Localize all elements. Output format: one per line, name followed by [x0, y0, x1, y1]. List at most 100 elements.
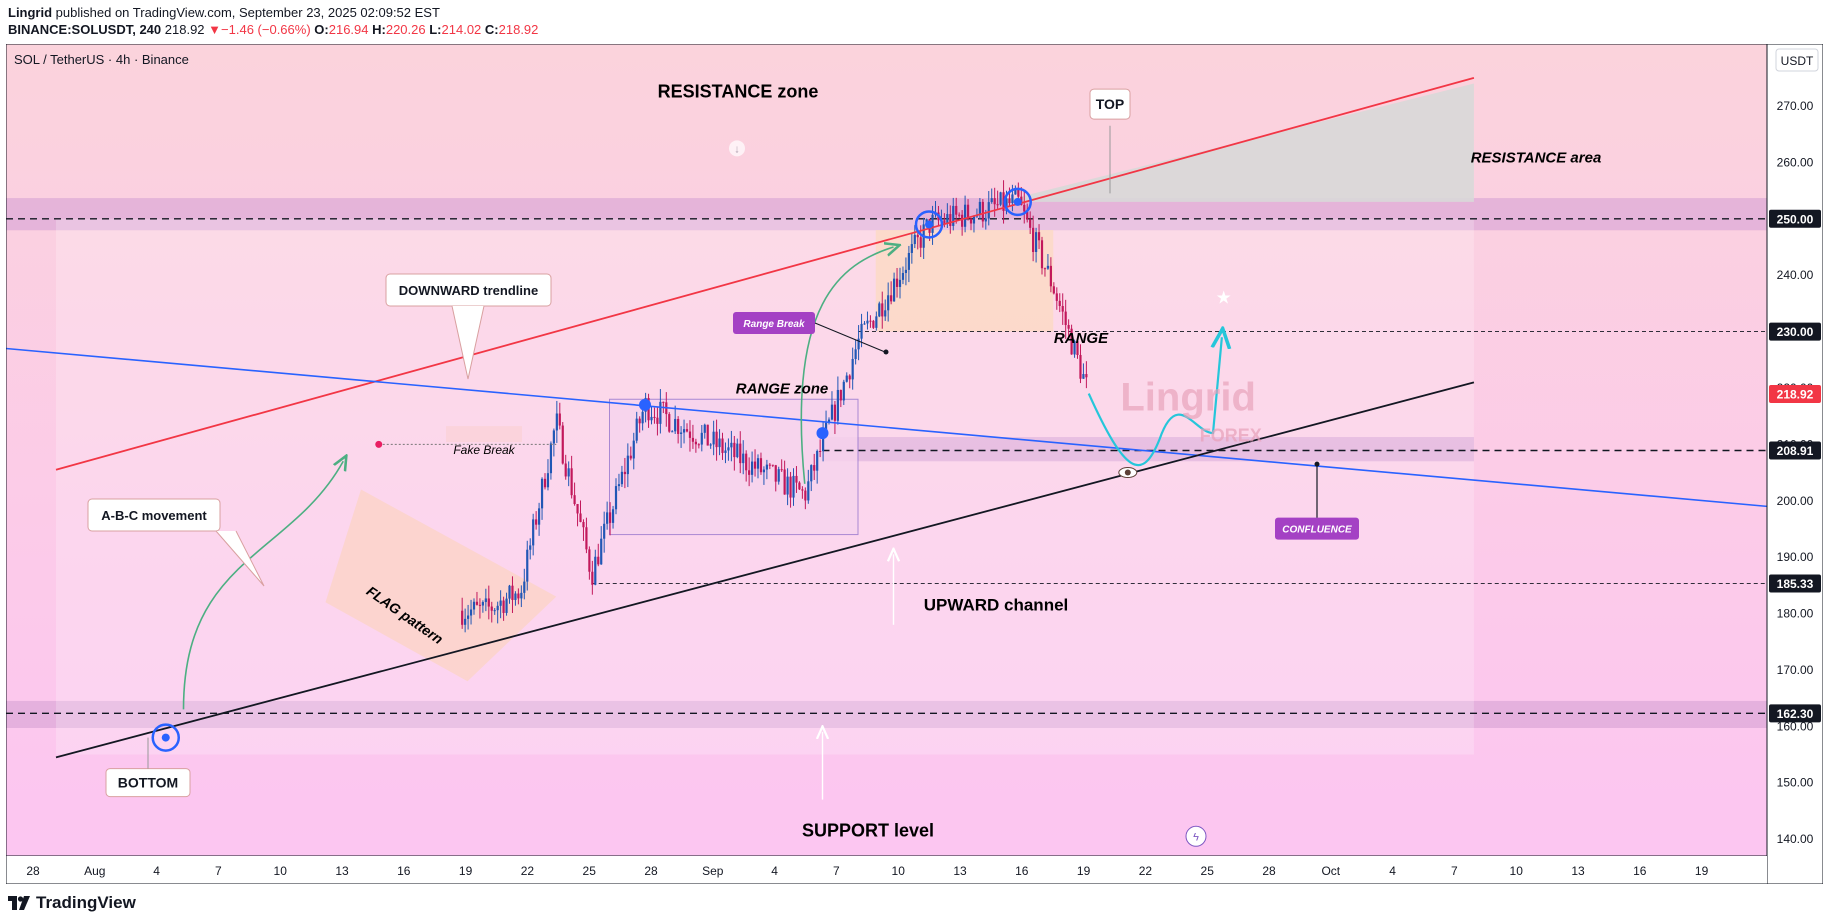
range-break-point [883, 349, 889, 355]
x-tick-label: 10 [274, 864, 288, 878]
fake-break-bg [446, 426, 522, 443]
high-value: 220.26 [385, 22, 426, 37]
range-break-bg [733, 312, 815, 334]
candle-body [857, 338, 860, 350]
candle-body [469, 609, 473, 616]
confluence-tag: CONFLUENCE [1275, 517, 1359, 540]
candle-body [487, 598, 490, 607]
candle-body [981, 201, 984, 222]
candle-body [851, 358, 854, 380]
candle-body [807, 481, 810, 501]
arrow-down-glyph: ↓ [734, 143, 740, 155]
candle-body [795, 475, 798, 483]
candle-body [1073, 341, 1076, 355]
x-tick-label: 4 [1389, 864, 1396, 878]
candle-body [1032, 227, 1035, 253]
candle-body [733, 442, 736, 458]
confluence-point [1314, 461, 1320, 467]
top-callout-box [1089, 88, 1131, 120]
price-badge-label: 162.30 [1777, 707, 1814, 721]
candle-body [543, 478, 547, 488]
candle-body [585, 527, 588, 550]
x-tick-label: 16 [1015, 864, 1029, 878]
candle-body [662, 401, 665, 403]
candle-body [712, 431, 715, 445]
target-star-icon: ★ [1216, 287, 1232, 307]
candle-body [620, 471, 624, 485]
downward-trendline-callout-label: DOWNWARD trendline [399, 283, 538, 298]
candle-body [845, 375, 848, 382]
candle-body [688, 431, 692, 438]
x-tick-label: 28 [1262, 864, 1276, 878]
candle-body [739, 443, 742, 464]
x-tick-label: 13 [335, 864, 349, 878]
candle-body [842, 381, 845, 401]
candle-body [724, 450, 727, 453]
candle-body [535, 519, 538, 525]
candle-body [715, 431, 718, 448]
price-change: −1.46 (−0.66%) [221, 22, 311, 37]
candle-body [632, 440, 635, 459]
candle-body [600, 538, 603, 565]
candle-body [780, 469, 783, 471]
currency-label[interactable]: USDT [1781, 54, 1814, 68]
price-chart[interactable]: ★ Lingrid FOREX RESISTANCE zone TOP RESISTANC… [5, 43, 1824, 885]
bottom-callout-label: BOTTOM [118, 775, 178, 791]
candle-body [836, 389, 839, 421]
open-label: O: [314, 22, 329, 37]
price-badge-bg [1769, 574, 1821, 593]
candle-body [816, 450, 819, 471]
x-tick-label: 28 [26, 864, 40, 878]
downward-trendline-callout: DOWNWARD trendline [385, 273, 552, 380]
candle-body [878, 303, 881, 317]
candle-body [659, 401, 662, 424]
time-axis-panel [6, 856, 1767, 884]
candle-body [1061, 306, 1064, 312]
candle-body [813, 465, 816, 471]
candle-body [993, 198, 996, 205]
candle-body [869, 320, 872, 322]
author-name[interactable]: Lingrid [8, 5, 53, 20]
price-badge-label: 230.00 [1777, 325, 1814, 339]
candle-body [588, 549, 591, 572]
candle-body [1017, 189, 1020, 197]
pivot-circle [151, 723, 180, 752]
resistance-area-label: RESISTANCE area [1471, 149, 1602, 166]
candle-body [703, 424, 706, 433]
confluence-zone-band [822, 437, 1474, 462]
chart-area[interactable]: ★ Lingrid FOREX RESISTANCE zone TOP RESISTANC… [5, 43, 1824, 885]
candle-body [697, 444, 700, 446]
publication-header: Lingrid published on TradingView.com, Se… [8, 4, 538, 38]
candle-body [635, 418, 638, 441]
candle-body [786, 476, 789, 495]
candle-body [774, 465, 777, 482]
arrow-down-circle-icon [729, 140, 745, 157]
x-tick-label: 16 [397, 864, 411, 878]
candle-body [700, 432, 703, 445]
footer-brand[interactable]: TradingView [8, 893, 136, 913]
candle-body [745, 453, 748, 471]
candle-body [1034, 232, 1038, 253]
watermark-sub: FOREX [1200, 426, 1262, 446]
candle-body [606, 512, 609, 524]
x-tick-label: 10 [1510, 864, 1524, 878]
candle-body [984, 218, 987, 222]
abc-callout: A-B-C movement [87, 498, 265, 587]
price-badge-bg [1769, 441, 1821, 460]
x-tick-label: Oct [1321, 864, 1340, 878]
candle-body [1085, 374, 1088, 378]
candle-body [901, 272, 905, 280]
confluence-label: CONFLUENCE [1282, 525, 1352, 536]
candle-body [523, 581, 526, 593]
high-label: H: [372, 22, 386, 37]
candle-body [617, 484, 621, 487]
candle-body [576, 504, 579, 514]
price-badge-label: 250.00 [1777, 212, 1814, 226]
candle-body [792, 475, 795, 498]
candle-body [517, 593, 520, 599]
candle-body [691, 437, 695, 442]
candle-body [750, 461, 754, 475]
close-value: 218.92 [498, 22, 539, 37]
candle-body [943, 220, 946, 224]
candle-body [771, 464, 774, 466]
